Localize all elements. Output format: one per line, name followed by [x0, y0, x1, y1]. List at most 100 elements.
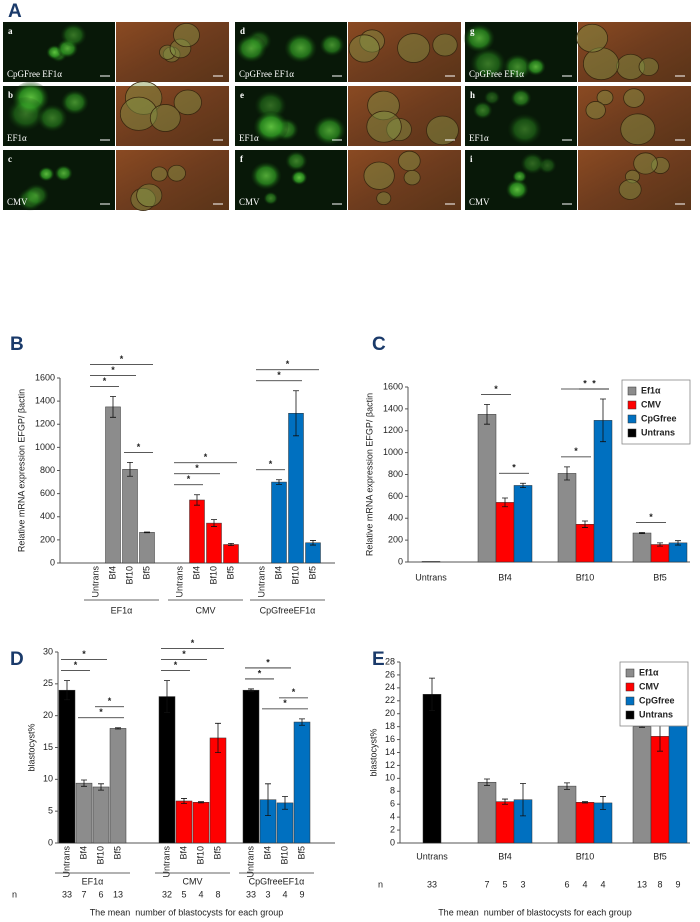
micrograph-letter: b	[8, 90, 13, 100]
x-tick-label: Untrans	[61, 846, 71, 878]
significance-label: *	[266, 657, 270, 667]
x-tick-label: Bf4	[262, 846, 272, 860]
bar	[109, 728, 127, 844]
legend-swatch	[625, 710, 635, 720]
y-tick-label: 600	[388, 491, 403, 501]
micrograph-letter: f	[240, 154, 244, 164]
cell	[250, 162, 282, 190]
micrograph-caption: CMV	[239, 197, 260, 207]
error-bar	[564, 782, 570, 790]
legend-label: CpGfree	[639, 695, 675, 705]
cell	[366, 110, 402, 143]
significance-label: *	[103, 376, 107, 386]
n-count: 32	[162, 889, 172, 899]
micrograph-caption: EF1α	[239, 133, 259, 143]
legend-swatch	[625, 668, 635, 678]
cell	[426, 115, 459, 146]
error-bar	[81, 779, 87, 787]
bar	[650, 544, 670, 563]
cell	[472, 101, 493, 120]
micrograph-merged	[578, 22, 691, 82]
significance-label: *	[269, 459, 273, 469]
y-tick-label: 0	[390, 837, 395, 847]
y-tick-label: 800	[388, 469, 403, 479]
cell	[359, 29, 385, 53]
y-axis-label: blastocyst%	[26, 723, 36, 771]
n-count: 4	[198, 889, 203, 899]
significance-label: *	[204, 452, 208, 462]
n-label: n	[12, 889, 17, 899]
y-tick-label: 0	[398, 556, 403, 566]
legend-swatch	[625, 696, 635, 706]
cell	[319, 33, 345, 57]
n-count: 9	[299, 889, 304, 899]
n-count: 5	[502, 879, 507, 889]
significance-label: *	[649, 512, 653, 522]
y-tick-label: 24	[385, 682, 395, 692]
y-tick-label: 1600	[383, 381, 403, 391]
cell	[173, 89, 202, 116]
error-bar	[582, 801, 588, 804]
n-count: 33	[246, 889, 256, 899]
y-tick-label: 4	[390, 812, 395, 822]
error-bar	[248, 688, 254, 692]
error-bar	[265, 783, 271, 817]
significance-label: *	[494, 384, 498, 394]
y-tick-label: 12	[385, 760, 395, 770]
x-tick-label: Bf5	[212, 846, 222, 860]
cell	[623, 88, 645, 108]
micrograph-caption: EF1α	[7, 133, 27, 143]
bar	[206, 522, 222, 564]
error-bar	[564, 466, 570, 481]
cell	[470, 47, 506, 80]
cell	[618, 179, 642, 200]
error-bar	[484, 404, 490, 425]
cell	[616, 53, 646, 80]
y-tick-label: 25	[43, 678, 53, 688]
bar	[305, 542, 321, 564]
cell	[398, 150, 421, 172]
x-tick-label: Untrans	[415, 572, 447, 582]
x-tick-label: Bf4	[498, 572, 512, 582]
significance-label: *	[277, 370, 281, 380]
cell	[284, 33, 317, 63]
cell	[403, 169, 421, 186]
n-count: 4	[600, 879, 605, 889]
error-bar	[502, 497, 508, 508]
cell	[484, 90, 500, 105]
x-tick-label: Bf5	[653, 851, 667, 861]
cell	[162, 46, 181, 63]
y-tick-label: 2	[390, 824, 395, 834]
n-count: 33	[62, 889, 72, 899]
error-bar	[484, 778, 490, 786]
bar	[575, 524, 595, 563]
error-bar	[293, 390, 299, 437]
n-count: 8	[657, 879, 662, 889]
cell	[585, 101, 606, 120]
bar	[421, 561, 441, 563]
cell	[119, 96, 158, 131]
bar	[242, 689, 260, 844]
x-tick-label: Bf4	[78, 846, 88, 860]
error-bar	[310, 540, 316, 546]
cell	[650, 156, 670, 174]
n-count: 6	[98, 889, 103, 899]
cell	[37, 104, 68, 132]
x-tick-label: Bf5	[307, 566, 317, 580]
cell	[582, 47, 620, 81]
y-tick-label: 18	[385, 721, 395, 731]
legend-swatch	[625, 682, 635, 692]
significance-label: *	[108, 696, 112, 706]
cell	[236, 34, 267, 63]
x-tick-label: Bf10	[124, 566, 134, 585]
micrograph-caption: CMV	[469, 197, 490, 207]
x-tick-label: Bf4	[178, 846, 188, 860]
legend-swatch	[627, 428, 637, 438]
cell	[432, 33, 458, 57]
n-count: 8	[215, 889, 220, 899]
error-bar	[582, 520, 588, 528]
error-bar	[194, 494, 200, 506]
micrograph-caption: CpGFree EF1α	[7, 69, 62, 79]
bar	[192, 802, 210, 844]
bar	[650, 736, 670, 844]
